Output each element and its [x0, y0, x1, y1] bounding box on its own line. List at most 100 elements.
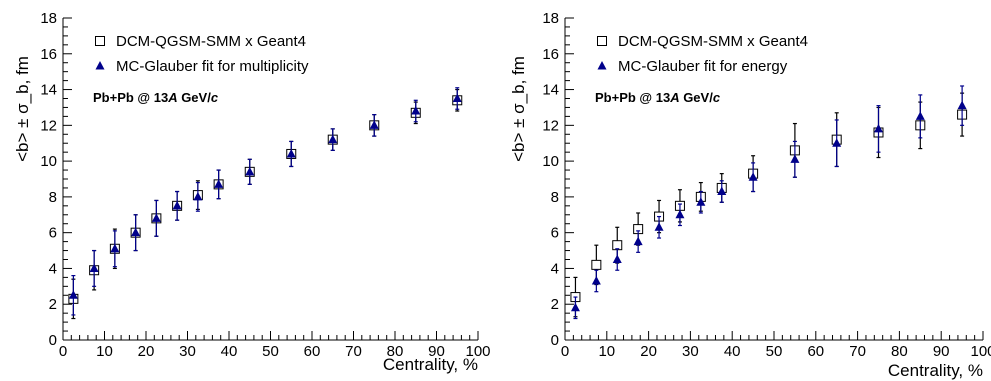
y-tick-label: 12	[542, 117, 559, 134]
x-tick-label: 50	[262, 343, 279, 360]
data-point-triangle	[675, 209, 685, 219]
x-tick-label: 70	[345, 343, 362, 360]
data-point-triangle	[832, 138, 842, 147]
legend-square-icon	[597, 36, 607, 46]
x-tick-label: 100	[970, 343, 991, 360]
data-point-triangle	[696, 197, 706, 206]
x-tick-label: 80	[891, 343, 908, 360]
y-tick-label: 16	[542, 46, 559, 63]
x-tick-label: 10	[96, 343, 113, 360]
y-tick-label: 6	[551, 225, 559, 242]
y-tick-label: 8	[49, 189, 57, 206]
data-point-triangle	[328, 134, 338, 144]
x-tick-label: 100	[465, 343, 490, 360]
series-mc-glauber	[68, 87, 462, 316]
y-axis-title: <b> ± σ_b, fm	[509, 56, 528, 162]
x-tick-label: 0	[561, 343, 569, 360]
x-tick-label: 20	[138, 343, 155, 360]
x-axis-title: Centrality, %	[383, 355, 478, 374]
data-point-triangle	[193, 191, 203, 201]
data-point-square	[591, 259, 602, 270]
annotation-italic-a: A	[167, 90, 177, 105]
x-tick-label: 90	[933, 343, 950, 360]
data-point-triangle	[790, 154, 800, 163]
y-tick-label: 2	[49, 296, 57, 313]
series-mc-glauber	[570, 85, 967, 320]
y-tick-label: 16	[40, 46, 57, 63]
x-tick-label: 90	[428, 343, 445, 360]
y-tick-label: 18	[40, 10, 57, 27]
y-tick-label: 2	[551, 296, 559, 313]
data-point-triangle	[245, 166, 255, 176]
data-point-triangle	[369, 120, 379, 129]
y-tick-label: 0	[551, 332, 559, 349]
data-point-triangle	[957, 100, 967, 110]
data-point-triangle	[748, 172, 758, 181]
series-dcm-qgsm-smm	[570, 92, 968, 318]
series-dcm-qgsm-smm	[68, 88, 463, 320]
legend-label: DCM-QGSM-SMM x Geant4	[618, 33, 808, 50]
data-point-triangle	[151, 213, 161, 222]
x-axis-title: Centrality, %	[888, 361, 983, 380]
y-tick-label: 8	[551, 189, 559, 206]
legend-triangle-icon	[95, 61, 105, 70]
y-tick-label: 4	[551, 260, 559, 277]
x-tick-label: 20	[640, 343, 657, 360]
data-point-triangle	[89, 263, 99, 272]
data-point-triangle	[654, 222, 664, 231]
data-point-triangle	[591, 275, 601, 285]
y-tick-label: 10	[542, 153, 559, 170]
x-tick-label: 40	[221, 343, 238, 360]
data-point-triangle	[110, 243, 120, 253]
data-point-triangle	[214, 179, 224, 188]
collision-annotation: Pb+Pb @ 13A GeV/c	[595, 90, 721, 105]
annotation-italic-c: c	[713, 90, 721, 105]
y-tick-label: 4	[49, 260, 57, 277]
legend-label: MC-Glauber fit for multiplicity	[116, 58, 309, 75]
data-point-triangle	[411, 106, 421, 115]
data-point-triangle	[612, 254, 622, 263]
x-tick-label: 0	[59, 343, 67, 360]
y-tick-label: 6	[49, 225, 57, 242]
chart-panel-multiplicity: 0 10 20 30 40 50 60 70 80 90 100 0 2 4 6 8 10 12 14 16 18 Cen…	[13, 10, 491, 374]
legend-label: DCM-QGSM-SMM x Geant4	[116, 33, 306, 50]
annotation-prefix: Pb+Pb @ 13	[93, 90, 168, 105]
chart-multiplicity: 0 10 20 30 40 50 60 70 80 90 100 0 2 4 6 8 10 12 14 16 18 Cen…	[13, 10, 491, 374]
x-tick-label: 50	[766, 343, 783, 360]
data-point-triangle	[68, 290, 78, 299]
x-tick-label: 30	[179, 343, 196, 360]
x-tick-label: 80	[387, 343, 404, 360]
legend-square-icon	[95, 36, 105, 46]
data-point-triangle	[131, 227, 141, 237]
x-tick-label: 40	[724, 343, 741, 360]
y-tick-label: 14	[40, 82, 57, 99]
data-point-triangle	[570, 302, 580, 312]
data-point-triangle	[633, 236, 643, 246]
x-tick-label: 60	[807, 343, 824, 360]
legend-label: MC-Glauber fit for energy	[618, 58, 788, 75]
annotation-middle: GeV/	[680, 90, 714, 105]
annotation-italic-a: A	[669, 90, 679, 105]
collision-annotation: Pb+Pb @ 13A GeV/c	[93, 90, 219, 105]
x-tick-label: 60	[304, 343, 321, 360]
y-axis-title: <b> ± σ_b, fm	[13, 56, 32, 162]
x-tick-label: 70	[849, 343, 866, 360]
y-tick-label: 14	[542, 82, 559, 99]
data-point-triangle	[717, 186, 727, 196]
data-point-triangle	[874, 123, 883, 133]
annotation-middle: GeV/	[178, 90, 212, 105]
legend: DCM-QGSM-SMM x Geant4 MC-Glauber fit for …	[95, 33, 309, 75]
data-point-triangle	[172, 200, 182, 210]
y-tick-label: 18	[542, 10, 559, 27]
data-point-triangle	[452, 93, 462, 102]
chart-energy: 0 10 20 30 40 50 60 70 80 90 100 0 2 4 6 8 10 12 14 16 18 Cen…	[509, 10, 991, 380]
data-point-triangle	[915, 111, 925, 120]
y-tick-label: 10	[40, 153, 57, 170]
chart-panel-energy: 0 10 20 30 40 50 60 70 80 90 100 0 2 4 6 8 10 12 14 16 18 Cen…	[496, 0, 991, 381]
x-tick-label: 30	[682, 343, 699, 360]
annotation-italic-c: c	[211, 90, 219, 105]
y-tick-label: 12	[40, 117, 57, 134]
data-point-triangle	[286, 148, 296, 158]
annotation-prefix: Pb+Pb @ 13	[595, 90, 670, 105]
legend-triangle-icon	[597, 61, 607, 70]
